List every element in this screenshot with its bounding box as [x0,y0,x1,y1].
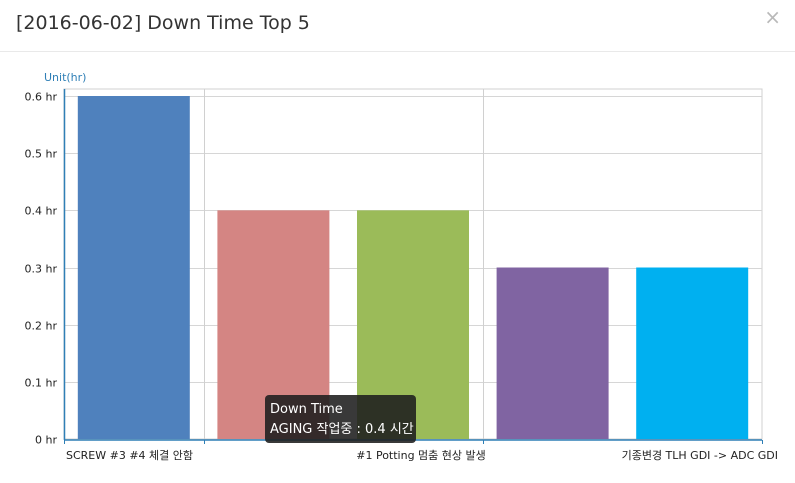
y-tick-label: 0.3 hr [25,263,58,276]
tooltip-title: Down Time [270,402,343,417]
bar [636,267,749,439]
y-tick-label: 0.6 hr [25,91,58,104]
chart-tooltip: Down Time AGING 작업중 : 0.4 시간 [265,395,416,443]
x-category-label: #1 Potting 멈춤 현상 발생 [356,449,486,462]
dialog-title: [2016-06-02] Down Time Top 5 [16,12,310,34]
bar [77,96,190,439]
y-tick-label: 0.5 hr [25,148,58,161]
tooltip-text: AGING 작업중 : 0.4 시간 [270,422,414,437]
x-category-label: SCREW #3 #4 체결 안함 [66,449,193,462]
y-tick-label: 0.1 hr [25,377,58,390]
y-tick-label: 0 hr [35,434,57,447]
x-category-label: 기종변경 TLH GDI -> ADC GDI [622,449,778,462]
y-tick-label: 0.4 hr [25,205,58,218]
bar [496,267,609,439]
y-tick-label: 0.2 hr [25,320,58,333]
close-icon[interactable]: × [764,5,781,29]
y-axis-label: Unit(hr) [44,71,86,84]
dialog-header: [2016-06-02] Down Time Top 5 × [0,0,795,52]
